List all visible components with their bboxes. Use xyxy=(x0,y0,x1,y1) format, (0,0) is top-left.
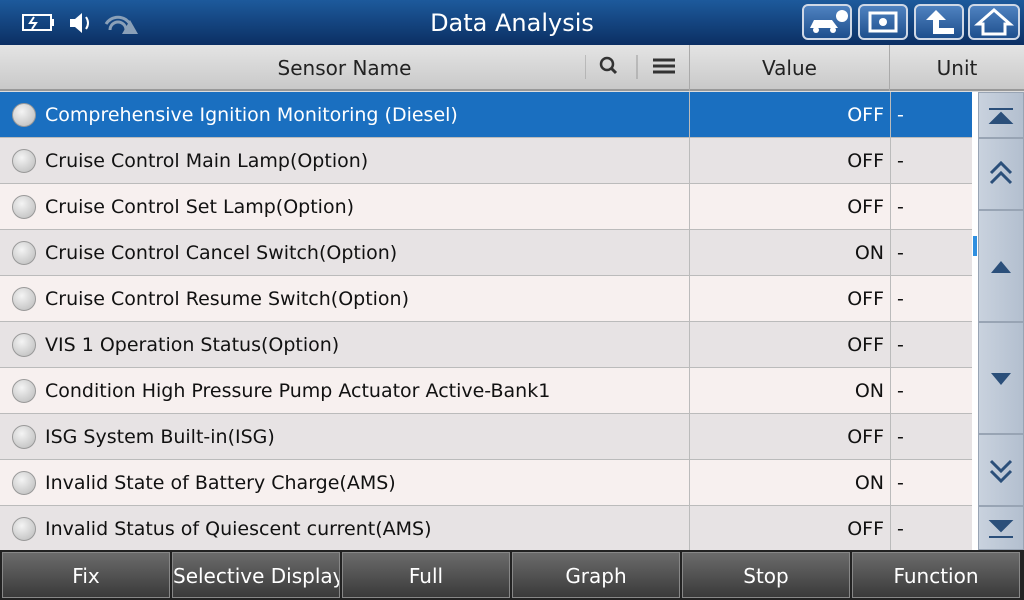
sensor-name: Cruise Control Cancel Switch(Option) xyxy=(45,242,398,264)
home-button[interactable] xyxy=(968,4,1020,40)
row-radio[interactable] xyxy=(12,333,36,357)
sensor-name: VIS 1 Operation Status(Option) xyxy=(45,334,340,356)
table-row[interactable]: VIS 1 Operation Status(Option) OFF - xyxy=(0,322,972,368)
sensor-name: Condition High Pressure Pump Actuator Ac… xyxy=(45,380,551,402)
row-radio[interactable] xyxy=(12,471,36,495)
status-icons xyxy=(22,13,138,34)
sensor-name: Cruise Control Resume Switch(Option) xyxy=(45,288,410,310)
divider xyxy=(689,230,690,276)
divider xyxy=(689,368,690,414)
table-row[interactable]: Comprehensive Ignition Monitoring (Diese… xyxy=(0,92,972,138)
page-down-button[interactable] xyxy=(978,434,1024,506)
print-button[interactable] xyxy=(858,4,908,40)
sensor-value: OFF xyxy=(847,150,884,172)
table-row[interactable]: Cruise Control Main Lamp(Option) OFF - xyxy=(0,138,972,184)
divider xyxy=(689,414,690,460)
sensor-value: OFF xyxy=(847,196,884,218)
sensor-name: Cruise Control Main Lamp(Option) xyxy=(45,150,369,172)
divider xyxy=(689,92,690,138)
table-row[interactable]: Cruise Control Cancel Switch(Option) ON - xyxy=(0,230,972,276)
table-row[interactable]: Invalid Status of Quiescent current(AMS)… xyxy=(0,506,972,552)
sensor-value: ON xyxy=(854,472,884,494)
action-button[interactable]: Stop xyxy=(682,552,850,598)
sensor-unit: - xyxy=(890,460,904,506)
row-radio[interactable] xyxy=(12,149,36,173)
column-label: Value xyxy=(762,56,817,80)
sensor-value: ON xyxy=(854,380,884,402)
row-radio[interactable] xyxy=(12,287,36,311)
divider xyxy=(689,184,690,230)
sensor-unit: - xyxy=(890,184,904,230)
row-radio[interactable] xyxy=(12,425,36,449)
scroll-bottom-button[interactable] xyxy=(978,506,1024,550)
row-radio[interactable] xyxy=(12,379,36,403)
sensor-name: Cruise Control Set Lamp(Option) xyxy=(45,196,355,218)
scroll-down-button[interactable] xyxy=(978,322,1024,434)
table-row[interactable]: ISG System Built-in(ISG) OFF - xyxy=(0,414,972,460)
header-tools[interactable] xyxy=(585,53,685,83)
sensor-value: OFF xyxy=(847,334,884,356)
sensor-unit: - xyxy=(890,368,904,414)
divider xyxy=(689,506,690,552)
sensor-name: Comprehensive Ignition Monitoring (Diese… xyxy=(45,104,458,126)
action-button[interactable]: Graph xyxy=(512,552,680,598)
action-button[interactable]: Selective Display xyxy=(172,552,340,598)
column-header: Value xyxy=(690,45,890,91)
sensor-name: Invalid Status of Quiescent current(AMS) xyxy=(45,518,432,540)
page-title: Data Analysis xyxy=(430,9,594,37)
table-row[interactable]: Invalid State of Battery Charge(AMS) ON - xyxy=(0,460,972,506)
row-radio[interactable] xyxy=(12,103,36,127)
sensor-name: Invalid State of Battery Charge(AMS) xyxy=(45,472,396,494)
sensor-unit: - xyxy=(890,276,904,322)
column-header: Unit xyxy=(890,45,1024,91)
vehicle-info-button[interactable] xyxy=(802,4,852,40)
sensor-value: OFF xyxy=(847,426,884,448)
scrollbar xyxy=(972,92,978,550)
title-bar: Data Analysis xyxy=(0,0,1024,45)
sensor-value: OFF xyxy=(847,104,884,126)
sensor-unit: - xyxy=(890,230,904,276)
divider xyxy=(689,276,690,322)
column-label: Sensor Name xyxy=(277,56,412,80)
sensor-name: ISG System Built-in(ISG) xyxy=(45,426,275,448)
scroll-up-button[interactable] xyxy=(978,210,1024,322)
sensor-unit: - xyxy=(890,322,904,368)
back-button[interactable] xyxy=(914,4,964,40)
sensor-unit: - xyxy=(890,414,904,460)
sensor-value: OFF xyxy=(847,288,884,310)
sensor-unit: - xyxy=(890,92,904,138)
table-row[interactable]: Cruise Control Resume Switch(Option) OFF - xyxy=(0,276,972,322)
sensor-unit: - xyxy=(890,506,904,552)
divider xyxy=(689,322,690,368)
row-radio[interactable] xyxy=(12,195,36,219)
action-button[interactable]: Function xyxy=(852,552,1020,598)
divider xyxy=(689,138,690,184)
scroll-thumb[interactable] xyxy=(973,236,977,256)
sensor-value: OFF xyxy=(847,518,884,540)
column-header: Sensor Name xyxy=(0,45,690,91)
table-row[interactable]: Condition High Pressure Pump Actuator Ac… xyxy=(0,368,972,414)
row-radio[interactable] xyxy=(12,241,36,265)
column-label: Unit xyxy=(936,56,978,80)
action-button[interactable]: Full xyxy=(342,552,510,598)
divider xyxy=(689,460,690,506)
table-header: Sensor Name Value Unit xyxy=(0,45,1024,91)
sensor-value: ON xyxy=(854,242,884,264)
page-up-button[interactable] xyxy=(978,138,1024,210)
table-row[interactable]: Cruise Control Set Lamp(Option) OFF - xyxy=(0,184,972,230)
scroll-top-button[interactable] xyxy=(978,92,1024,138)
row-radio[interactable] xyxy=(12,517,36,541)
action-button[interactable]: Fix xyxy=(2,552,170,598)
sensor-unit: - xyxy=(890,138,904,184)
